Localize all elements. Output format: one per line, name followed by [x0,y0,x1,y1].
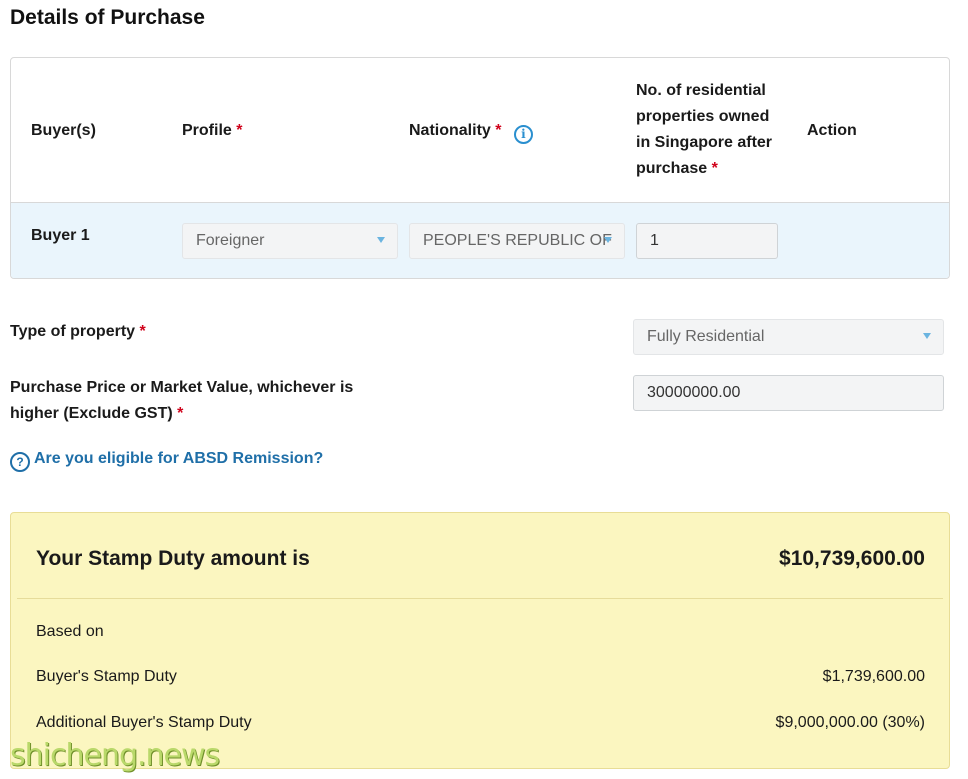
required-mark: * [139,323,146,340]
absd-label: Additional Buyer's Stamp Duty [36,714,252,731]
header-properties-owned: No. of residential properties owned in S… [636,82,773,177]
profile-select[interactable]: Foreigner [182,223,398,259]
property-type-select[interactable]: Fully Residential [633,319,944,355]
stamp-duty-result: Your Stamp Duty amount is $10,739,600.00… [10,512,950,769]
header-buyers: Buyer(s) [31,122,96,139]
buyer-label: Buyer 1 [31,227,90,244]
result-title: Your Stamp Duty amount is [36,547,310,570]
chevron-down-icon [923,333,931,339]
required-mark: * [236,122,243,139]
absd-remission-link[interactable]: ? Are you eligible for ABSD Remission? [10,450,323,472]
based-on-label: Based on [36,623,104,640]
header-profile: Profile * [182,122,243,139]
page-title: Details of Purchase [10,6,205,29]
watermark: shicheng.news [10,738,220,773]
property-type-label: Type of property * [10,323,146,340]
required-mark: * [177,405,184,422]
price-input[interactable]: 30000000.00 [633,375,944,411]
chevron-down-icon [377,237,385,243]
info-icon[interactable]: i [513,125,533,144]
question-circle-icon: ? [10,452,30,472]
required-mark: * [495,122,502,139]
bsd-label: Buyer's Stamp Duty [36,668,177,685]
property-type-value: Fully Residential [647,328,765,345]
price-label: Purchase Price or Market Value, whicheve… [10,379,354,422]
properties-owned-input[interactable]: 1 [636,223,778,259]
header-nationality: Nationality * i [409,118,533,144]
required-mark: * [711,160,718,177]
buyers-table: Buyer(s) Profile * Nationality * i No. o… [10,57,950,279]
profile-value: Foreigner [196,232,265,249]
bsd-value: $1,739,600.00 [822,668,925,685]
table-row: Buyer 1 Foreigner PEOPLE'S REPUBLIC OF 1 [11,202,949,278]
absd-value: $9,000,000.00 (30%) [775,714,925,731]
nationality-select[interactable]: PEOPLE'S REPUBLIC OF [409,223,625,259]
nationality-value: PEOPLE'S REPUBLIC OF [423,232,612,249]
chevron-down-icon [604,237,612,243]
header-action: Action [807,122,857,139]
divider [17,598,943,599]
result-total: $10,739,600.00 [779,547,925,570]
